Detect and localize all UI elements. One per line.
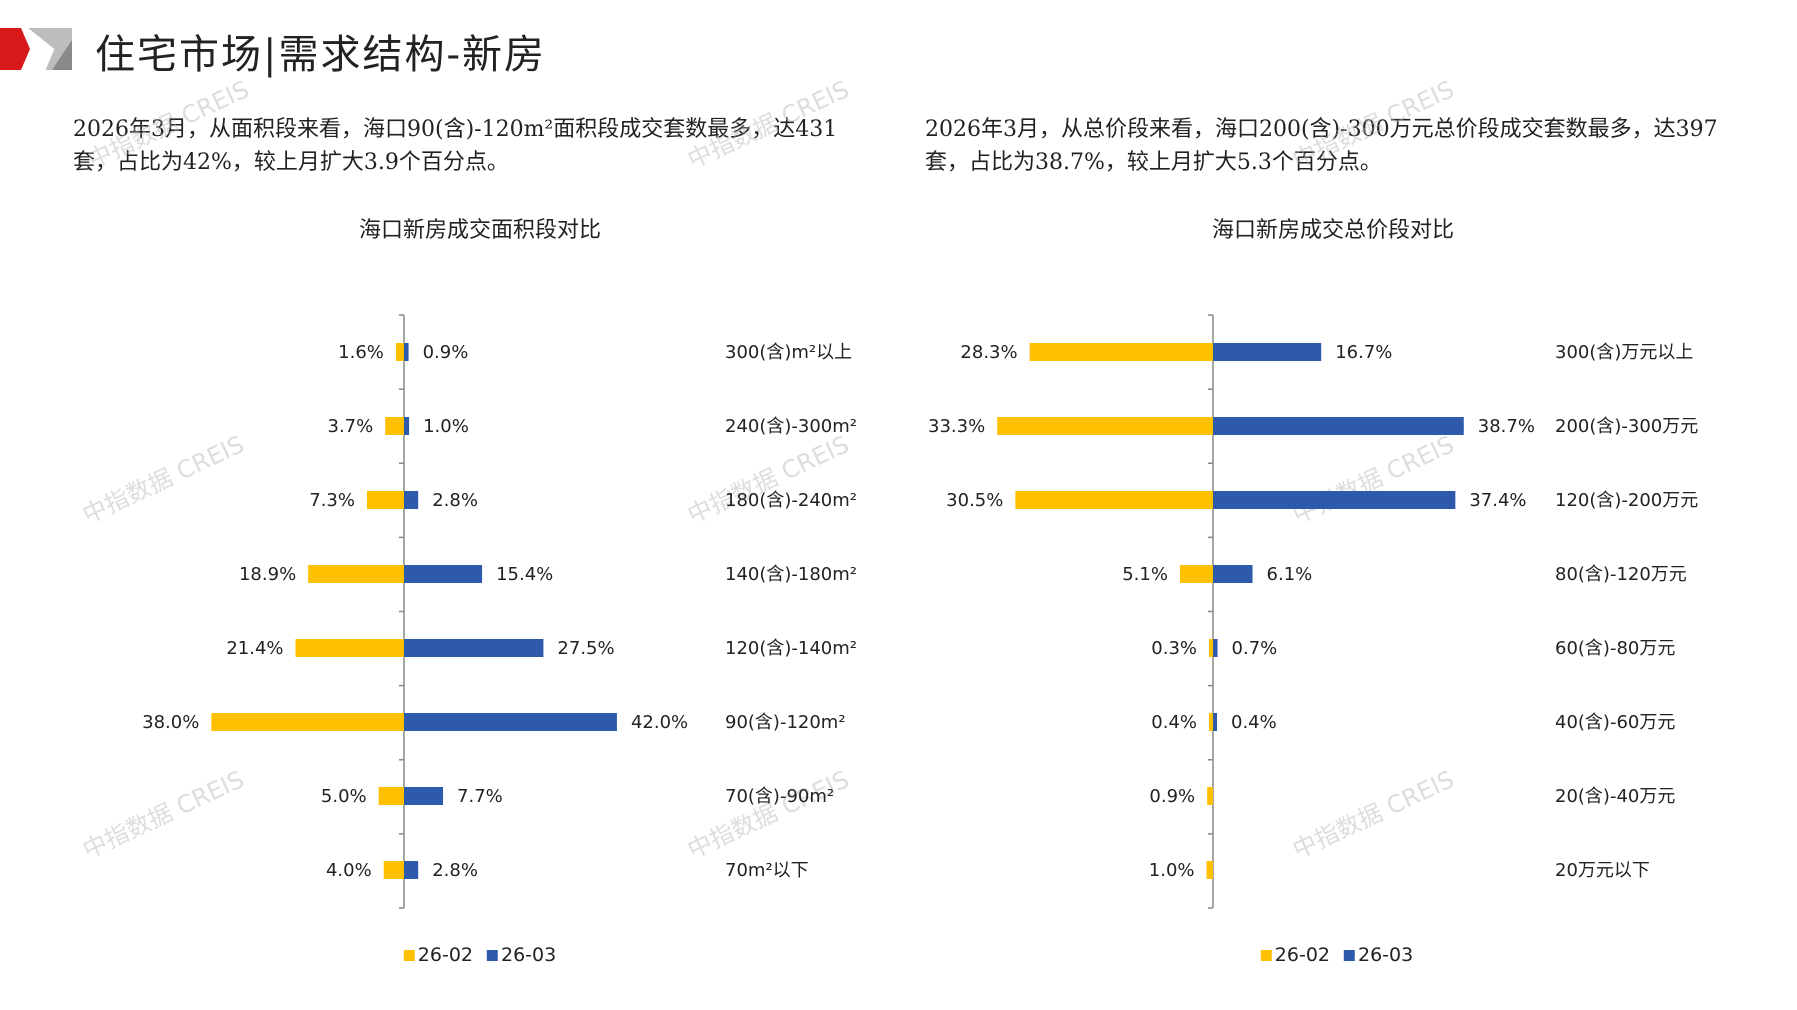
legend-swatch (1260, 950, 1272, 961)
bar-26-02 (1179, 565, 1213, 583)
bar-26-03 (404, 343, 409, 361)
legend-label: 26-03 (501, 944, 557, 966)
category-label: 60(含)-80万元 (1555, 638, 1675, 659)
data-label-26-02: 4.0% (326, 860, 372, 881)
data-label-26-03: 42.0% (631, 712, 688, 733)
data-label-26-03: 6.1% (1267, 564, 1313, 585)
data-label-26-02: 18.9% (239, 564, 296, 585)
bar-26-02 (1015, 491, 1213, 509)
category-label: 120(含)-140m² (725, 638, 857, 659)
category-label: 20(含)-40万元 (1555, 786, 1675, 807)
data-label-26-02: 30.5% (946, 490, 1003, 511)
bar-26-03 (404, 565, 483, 583)
bar-26-03 (404, 639, 544, 657)
data-label-26-03: 7.7% (457, 786, 503, 807)
data-label-26-02: 0.3% (1151, 638, 1197, 659)
page-title: 住宅市场|需求结构-新房 (95, 32, 546, 78)
data-label-26-02: 1.6% (338, 342, 384, 363)
data-label-26-02: 5.0% (321, 786, 367, 807)
bar-26-03 (1213, 639, 1218, 657)
category-label: 120(含)-200万元 (1555, 490, 1698, 511)
data-label-26-02: 21.4% (226, 638, 283, 659)
data-label-26-03: 15.4% (496, 564, 553, 585)
category-label: 240(含)-300m² (725, 416, 857, 437)
data-label-26-03: 0.7% (1232, 638, 1278, 659)
category-label: 70m²以下 (725, 860, 809, 881)
right-summary: 2026年3月，从总价段来看，海口200(含)-300万元总价段成交套数最多，达… (925, 117, 1718, 175)
category-label: 200(含)-300万元 (1555, 416, 1698, 437)
bar-26-02 (1206, 861, 1213, 879)
bar-26-02 (395, 343, 404, 361)
data-label-26-02: 7.3% (309, 490, 355, 511)
legend-label: 26-02 (1274, 944, 1330, 966)
bar-26-03 (1213, 491, 1456, 509)
data-label-26-03: 0.4% (1231, 712, 1277, 733)
category-label: 140(含)-180m² (725, 564, 857, 585)
data-label-26-03: 37.4% (1469, 490, 1526, 511)
bar-26-02 (997, 417, 1213, 435)
legend-swatch (1344, 950, 1355, 961)
category-label: 90(含)-120m² (725, 712, 846, 733)
bar-26-03 (1213, 343, 1322, 361)
bar-26-02 (383, 861, 404, 879)
bar-26-03 (1213, 713, 1217, 731)
data-label-26-02: 0.4% (1151, 712, 1197, 733)
bar-26-02 (1029, 343, 1213, 361)
bar-26-02 (366, 491, 404, 509)
legend-label: 26-03 (1358, 944, 1414, 966)
data-label-26-03: 16.7% (1335, 342, 1392, 363)
category-label: 180(含)-240m² (725, 490, 857, 511)
category-label: 40(含)-60万元 (1555, 712, 1675, 733)
left-legend: 26-02 26-03 (403, 944, 556, 966)
bar-26-02 (1209, 713, 1213, 731)
data-label-26-02: 28.3% (960, 342, 1017, 363)
bar-26-03 (404, 861, 419, 879)
bar-26-02 (211, 713, 404, 731)
legend-swatch (403, 950, 415, 961)
data-label-26-02: 0.9% (1149, 786, 1195, 807)
category-label: 300(含)m²以上 (725, 342, 852, 363)
bar-26-02 (1207, 787, 1213, 805)
bar-26-03 (404, 417, 410, 435)
legend-label: 26-02 (417, 944, 473, 966)
bar-26-03 (1213, 417, 1464, 435)
bar-26-02 (295, 639, 404, 657)
data-label-26-03: 38.7% (1478, 416, 1535, 437)
right-chart-title: 海口新房成交总价段对比 (1211, 218, 1455, 243)
bar-26-02 (308, 565, 404, 583)
right-legend: 26-02 26-03 (1260, 944, 1413, 966)
data-label-26-02: 5.1% (1122, 564, 1168, 585)
category-label: 20万元以下 (1555, 860, 1650, 881)
legend-item: 26-03 (487, 944, 556, 966)
data-label-26-03: 1.0% (423, 416, 469, 437)
legend-item: 26-02 (403, 944, 473, 966)
data-label-26-02: 3.7% (328, 416, 374, 437)
data-label-26-02: 33.3% (928, 416, 985, 437)
bar-26-03 (1213, 565, 1253, 583)
bar-26-03 (404, 787, 444, 805)
left-chart-title: 海口新房成交面积段对比 (358, 218, 602, 243)
left-summary: 2026年3月，从面积段来看，海口90(含)-120m²面积段成交套数最多，达4… (73, 117, 838, 175)
category-label: 300(含)万元以上 (1555, 342, 1693, 363)
data-label-26-03: 0.9% (423, 342, 469, 363)
bar-26-02 (385, 417, 404, 435)
data-label-26-03: 2.8% (432, 490, 478, 511)
data-label-26-03: 27.5% (557, 638, 614, 659)
category-label: 70(含)-90m² (725, 786, 834, 807)
legend-item: 26-03 (1344, 944, 1413, 966)
bar-26-02 (1209, 639, 1213, 657)
bar-26-02 (378, 787, 404, 805)
data-label-26-02: 38.0% (142, 712, 199, 733)
data-label-26-03: 2.8% (432, 860, 478, 881)
data-label-26-02: 1.0% (1149, 860, 1195, 881)
bar-26-03 (404, 491, 419, 509)
category-label: 80(含)-120万元 (1555, 564, 1687, 585)
legend-item: 26-02 (1260, 944, 1330, 966)
bar-26-03 (404, 713, 617, 731)
legend-swatch (487, 950, 498, 961)
